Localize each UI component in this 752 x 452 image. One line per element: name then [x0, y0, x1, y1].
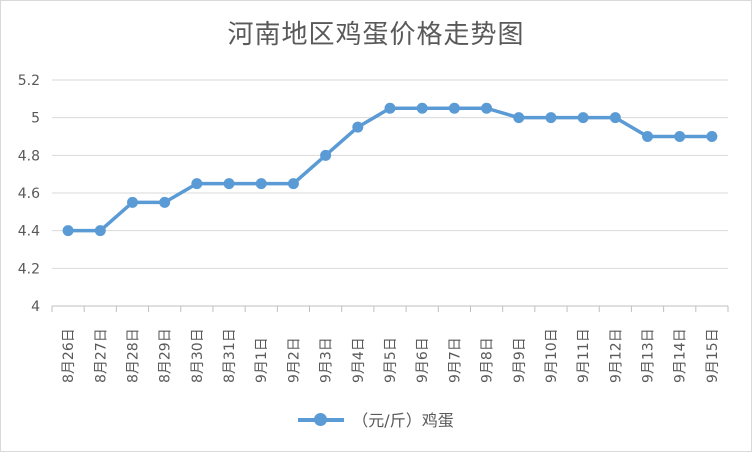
x-tick-label: 9月13日 — [641, 328, 657, 383]
data-point — [94, 225, 106, 237]
gridlines — [52, 79, 728, 269]
data-point — [352, 121, 364, 133]
data-point — [642, 131, 654, 142]
y-tick-label: 5.2 — [18, 73, 40, 89]
x-tick-label: 8月27日 — [93, 328, 109, 383]
data-point — [416, 102, 428, 114]
legend-label: （元/斤）鸡蛋 — [352, 411, 454, 430]
x-tick-label: 9月12日 — [608, 328, 624, 383]
x-tick-label: 9月7日 — [447, 337, 463, 383]
chart-title: 河南地区鸡蛋价格走势图 — [227, 20, 525, 50]
x-tick-label: 9月11日 — [576, 328, 592, 383]
x-tick-label: 8月28日 — [125, 328, 141, 383]
data-point — [320, 149, 332, 161]
line-chart: 44.24.44.64.855.2 8月26日 8月27日 8月28日 8月29日 8月… — [18, 73, 729, 383]
legend-marker — [298, 412, 345, 426]
y-tick-label: 4.4 — [18, 224, 40, 240]
x-tick-label: 9月15日 — [705, 328, 721, 383]
x-tick-label: 9月10日 — [544, 328, 560, 383]
data-point — [706, 131, 718, 142]
x-tick-label: 9月3日 — [319, 337, 335, 383]
y-tick-label: 4.6 — [18, 186, 40, 202]
x-tick-label: 9月2日 — [286, 337, 302, 383]
y-tick-label: 4.8 — [18, 148, 40, 164]
legend: （元/斤）鸡蛋 — [0, 407, 752, 431]
x-tick-label: 8月26日 — [61, 328, 77, 383]
x-tick-label: 9月6日 — [415, 337, 431, 383]
data-point — [223, 178, 235, 190]
series-line — [66, 106, 714, 233]
x-axis: 8月26日 8月27日 8月28日 8月29日 8月30日 8月31日 9月1日 9月2日 9月… — [51, 305, 729, 383]
x-tick-label: 9月9日 — [512, 337, 528, 383]
data-point — [609, 112, 621, 124]
data-point — [513, 112, 525, 124]
y-axis-ticks: 4 4.2 4.4 4.6 4.8 5 5.2 — [18, 73, 40, 315]
x-tick-label: 9月8日 — [480, 337, 496, 383]
x-tick-label: 8月31日 — [222, 328, 238, 383]
x-tick-label: 8月29日 — [158, 328, 174, 383]
data-point — [126, 196, 138, 208]
data-point — [384, 102, 396, 114]
data-point — [577, 112, 589, 124]
x-tick-label: 8月30日 — [190, 328, 206, 383]
x-tick-label: 9月4日 — [351, 337, 367, 383]
data-point — [545, 112, 557, 124]
y-tick-label: 4.2 — [18, 261, 40, 277]
data-point — [448, 102, 460, 114]
data-point — [191, 178, 203, 190]
y-tick-label: 4 — [31, 299, 40, 315]
data-point — [287, 178, 299, 190]
y-tick-label: 5 — [31, 111, 40, 127]
data-point — [159, 196, 171, 208]
x-tick-label: 9月1日 — [254, 337, 270, 383]
x-tick-label: 9月14日 — [673, 328, 689, 383]
data-point — [255, 178, 267, 190]
data-series — [62, 102, 718, 237]
data-point — [62, 225, 74, 237]
x-tick-label: 9月5日 — [383, 337, 399, 383]
data-point — [674, 131, 686, 142]
data-point — [481, 102, 493, 114]
